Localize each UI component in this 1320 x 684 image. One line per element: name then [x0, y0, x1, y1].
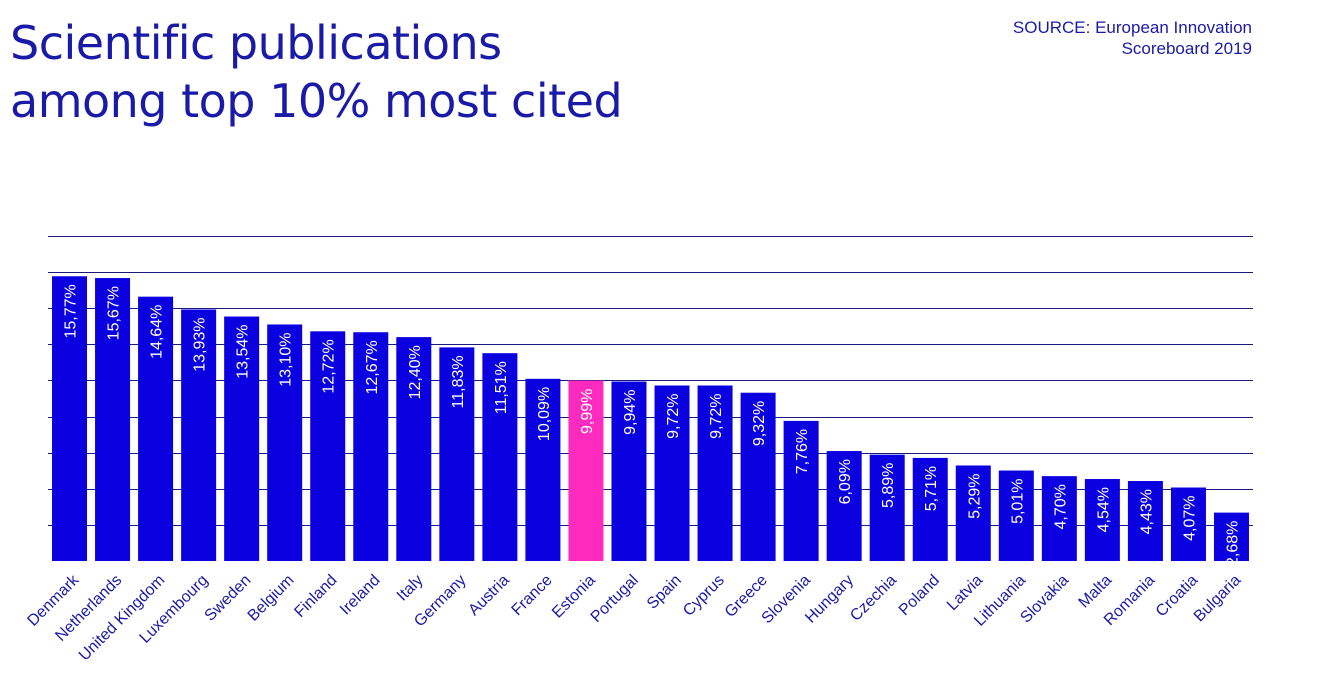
category-label: Ireland [337, 572, 384, 619]
value-label: 13,54% [235, 325, 252, 379]
value-label: 4,43% [1138, 489, 1155, 534]
bar [568, 380, 604, 561]
value-label: 4,70% [1052, 484, 1069, 529]
bar [611, 381, 647, 561]
bar [1213, 512, 1249, 561]
bar [1170, 487, 1206, 561]
bar [267, 324, 303, 561]
category-label: Austria [465, 572, 512, 619]
value-label: 9,32% [751, 401, 768, 446]
category-label: Finland [291, 572, 340, 621]
category-label: Bulgaria [1191, 572, 1245, 626]
value-label: 9,99% [579, 389, 596, 434]
bar [181, 309, 217, 561]
value-label: 12,40% [407, 345, 424, 399]
value-label: 11,51% [493, 361, 510, 414]
category-label: Hungary [802, 572, 857, 627]
bar [697, 385, 733, 561]
bar [740, 392, 776, 561]
bar [310, 331, 346, 561]
category-label: Poland [896, 572, 943, 619]
category-label: France [509, 572, 556, 619]
value-label: 9,94% [622, 390, 639, 435]
bars [52, 276, 1249, 561]
value-label: 15,77% [63, 284, 80, 338]
bar [353, 332, 389, 561]
value-label: 12,72% [321, 339, 338, 393]
bar [224, 316, 260, 561]
category-label: Italy [394, 572, 427, 605]
bar [1041, 476, 1077, 561]
value-labels: 15,77% 15,67% 14,64% 13,93% 13,54% 13,10% 12,7… [63, 284, 1242, 566]
value-label: 9,72% [665, 394, 682, 439]
category-label: Czechia [847, 572, 900, 625]
category-label: Latvia [944, 572, 986, 614]
bar [1127, 481, 1163, 561]
value-label: 15,67% [106, 286, 123, 340]
bar [998, 470, 1034, 561]
value-label: 4,07% [1181, 496, 1198, 541]
value-label: 2,68% [1224, 521, 1241, 566]
bar [955, 465, 991, 561]
category-label: Slovakia [1017, 572, 1072, 627]
category-label: Belgium [245, 572, 298, 625]
bar [912, 457, 948, 561]
value-label: 13,10% [278, 332, 295, 386]
value-label: 10,09% [536, 387, 553, 441]
bar [482, 353, 518, 561]
value-label: 9,72% [708, 394, 725, 439]
category-label: Malta [1076, 572, 1116, 612]
value-label: 4,54% [1095, 487, 1112, 532]
value-label: 6,09% [837, 459, 854, 504]
value-label: 11,83% [450, 355, 467, 408]
value-label: 14,64% [149, 305, 166, 359]
source-line-2: Scoreboard 2019 [1121, 39, 1252, 58]
category-label: Sweden [202, 572, 255, 625]
value-label: 13,93% [192, 317, 209, 371]
value-label: 5,29% [966, 473, 983, 518]
value-label: 5,01% [1009, 479, 1026, 524]
bar [826, 451, 862, 561]
bar [439, 347, 475, 561]
bar [52, 276, 88, 561]
source-line-1: SOURCE: European Innovation [1012, 18, 1252, 37]
bar [783, 420, 819, 561]
bar [1084, 479, 1120, 561]
bar [869, 454, 905, 561]
value-label: 12,67% [364, 340, 381, 394]
value-label: 5,71% [923, 466, 940, 511]
value-label: 5,89% [880, 463, 897, 508]
category-label: Portugal [588, 572, 642, 626]
bar [138, 296, 174, 561]
page-title: Scientific publications among top 10% mo… [10, 16, 623, 128]
category-label: Cyprus [680, 572, 728, 620]
bar [654, 385, 690, 561]
source-note: SOURCE: European Innovation Scoreboard 2… [952, 17, 1252, 59]
value-label: 7,76% [794, 429, 811, 474]
bar [396, 337, 432, 561]
category-label: Spain [644, 572, 685, 613]
bar [525, 378, 561, 561]
bar [95, 278, 131, 561]
